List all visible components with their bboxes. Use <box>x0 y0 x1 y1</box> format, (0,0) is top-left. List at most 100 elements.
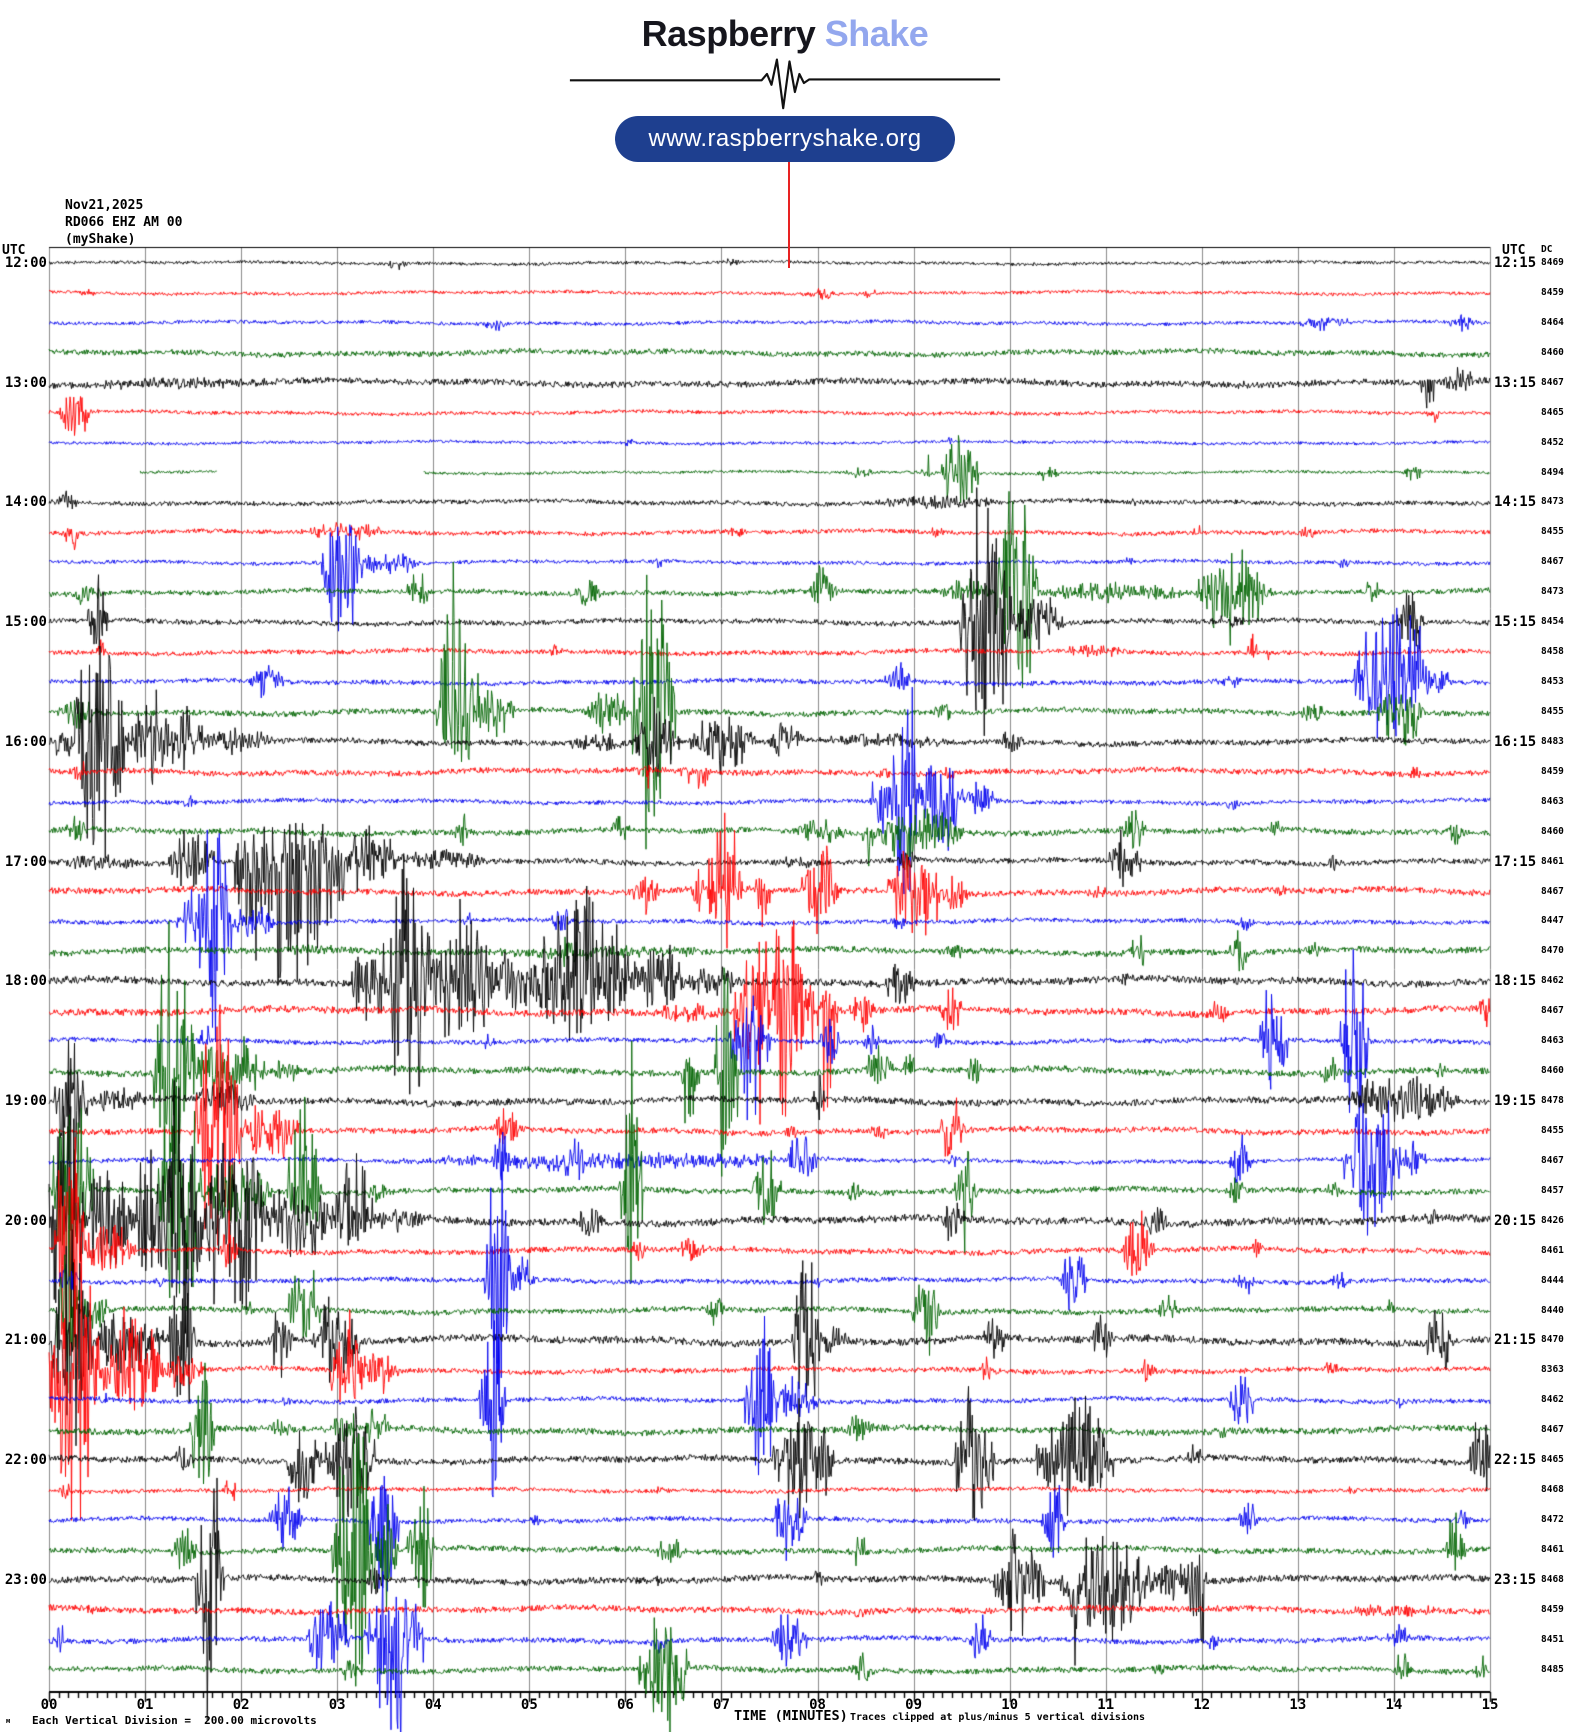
row-time-label-left: 15:00 <box>4 614 47 631</box>
row-dc-value: 8457 <box>1541 1184 1564 1196</box>
row-time-label-right: 16:15 <box>1494 733 1537 750</box>
x-axis-tick-label: 01 <box>136 1697 154 1713</box>
row-dc-value: 8478 <box>1541 1095 1564 1107</box>
row-time-label-left: 16:00 <box>4 733 47 750</box>
row-dc-value: 8452 <box>1541 436 1564 448</box>
row-dc-value: 8467 <box>1541 376 1564 388</box>
row-dc-value: 8455 <box>1541 1124 1564 1136</box>
x-axis-tick-label: 04 <box>424 1697 442 1713</box>
row-dc-value: 8465 <box>1541 406 1564 418</box>
row-time-label-right: 18:15 <box>1494 973 1537 990</box>
row-dc-value: 8473 <box>1541 586 1564 598</box>
row-dc-value: 8467 <box>1541 556 1564 568</box>
row-time-label-right: 22:15 <box>1494 1452 1537 1469</box>
x-axis-tick-label: 05 <box>520 1697 538 1713</box>
row-time-label-right: 19:15 <box>1494 1093 1537 1110</box>
row-time-label-right: 13:15 <box>1494 374 1537 391</box>
row-dc-value: 8463 <box>1541 1035 1564 1047</box>
x-axis-tick-label: 13 <box>1289 1697 1307 1713</box>
row-dc-value: 8363 <box>1541 1364 1564 1376</box>
row-time-label-left: 18:00 <box>4 973 47 990</box>
row-time-label-left: 21:00 <box>4 1332 47 1349</box>
row-dc-value: 8455 <box>1541 526 1564 538</box>
row-dc-value: 8454 <box>1541 616 1564 628</box>
row-dc-value: 8468 <box>1541 1573 1564 1585</box>
row-dc-value: 8467 <box>1541 885 1564 897</box>
row-time-label-left: 20:00 <box>4 1212 47 1229</box>
logo-title-raspberry: Raspberry <box>641 13 816 54</box>
logo-title-shake: Shake <box>824 13 929 54</box>
row-time-label-left: 22:00 <box>4 1452 47 1469</box>
header-network: (myShake) <box>65 232 136 247</box>
row-dc-value: 8483 <box>1541 735 1564 747</box>
row-time-label-left: 23:00 <box>4 1571 47 1588</box>
row-time-label-right: 15:15 <box>1494 614 1537 631</box>
row-dc-value: 8467 <box>1541 1424 1564 1436</box>
logo-title: Raspberry Shake <box>0 14 1570 54</box>
row-dc-value: 8485 <box>1541 1663 1564 1675</box>
header-station: RD066 EHZ AM 00 <box>65 215 183 230</box>
row-dc-value: 8473 <box>1541 496 1564 508</box>
row-time-label-right: 23:15 <box>1494 1571 1537 1588</box>
row-dc-value: 8467 <box>1541 1154 1564 1166</box>
x-axis-tick-label: 03 <box>328 1697 346 1713</box>
row-dc-value: 8470 <box>1541 1334 1564 1346</box>
row-dc-value: 8494 <box>1541 466 1564 478</box>
row-dc-value: 8464 <box>1541 316 1564 328</box>
row-dc-value: 8465 <box>1541 1454 1564 1466</box>
x-axis-tick-label: 08 <box>809 1697 826 1713</box>
row-time-label-right: 21:15 <box>1494 1332 1537 1349</box>
row-dc-value: 8461 <box>1541 1543 1564 1555</box>
row-time-label-left: 17:00 <box>4 853 47 870</box>
row-dc-value: 8455 <box>1541 705 1564 717</box>
x-axis-tick-label: 06 <box>616 1697 634 1713</box>
row-dc-value: 8426 <box>1541 1214 1564 1226</box>
row-dc-value: 8459 <box>1541 765 1564 777</box>
row-dc-value: 8460 <box>1541 1065 1564 1077</box>
row-dc-value: 8459 <box>1541 1603 1564 1615</box>
row-dc-value: 8472 <box>1541 1514 1564 1526</box>
row-dc-value: 8467 <box>1541 1005 1564 1017</box>
x-axis-tick-label: 09 <box>905 1697 923 1713</box>
event-marker-line <box>788 150 790 268</box>
row-dc-value: 8463 <box>1541 795 1564 807</box>
x-axis-tick-label: 15 <box>1481 1697 1499 1713</box>
row-time-label-right: 14:15 <box>1494 494 1537 511</box>
row-dc-value: 8459 <box>1541 286 1564 298</box>
row-time-label-left: 19:00 <box>4 1093 47 1110</box>
row-time-label-right: 12:15 <box>1494 255 1537 271</box>
x-axis-tick-label: 10 <box>1001 1697 1019 1713</box>
x-axis-tick-label: 02 <box>232 1697 250 1713</box>
row-dc-value: 8470 <box>1541 945 1564 957</box>
x-axis-tick-label: 00 <box>40 1697 58 1713</box>
row-dc-value: 8461 <box>1541 1244 1564 1256</box>
row-dc-value: 8460 <box>1541 825 1564 837</box>
row-dc-value: 8462 <box>1541 1394 1564 1406</box>
row-dc-value: 8447 <box>1541 915 1564 927</box>
row-time-label-left: 14:00 <box>4 494 47 511</box>
header-date: Nov21,2025 <box>65 198 144 213</box>
logo-block: Raspberry Shake www.raspberryshake.org <box>0 14 1570 162</box>
row-dc-value: 8458 <box>1541 646 1564 658</box>
row-dc-value: 8460 <box>1541 346 1564 358</box>
x-axis-tick-label: 14 <box>1385 1697 1403 1713</box>
row-time-label-left: 12:00 <box>4 255 47 271</box>
row-dc-value: 8461 <box>1541 855 1564 867</box>
x-axis-tick-label: 12 <box>1193 1697 1211 1713</box>
row-dc-value: 8451 <box>1541 1633 1564 1645</box>
row-time-label-left: 13:00 <box>4 374 47 391</box>
row-dc-value: 8469 <box>1541 257 1564 268</box>
row-time-label-right: 17:15 <box>1494 853 1537 870</box>
row-time-label-right: 20:15 <box>1494 1212 1537 1229</box>
row-dc-value: 8444 <box>1541 1274 1564 1286</box>
row-dc-value: 8468 <box>1541 1484 1564 1496</box>
website-url-button[interactable]: www.raspberryshake.org <box>615 116 955 162</box>
x-axis-tick-label: 11 <box>1097 1697 1115 1713</box>
row-dc-value: 8453 <box>1541 676 1564 688</box>
seismic-wave-icon <box>569 58 1001 110</box>
row-dc-value: 8462 <box>1541 975 1564 987</box>
x-axis-tick-label: 07 <box>713 1697 730 1713</box>
row-dc-value: 8440 <box>1541 1304 1564 1316</box>
